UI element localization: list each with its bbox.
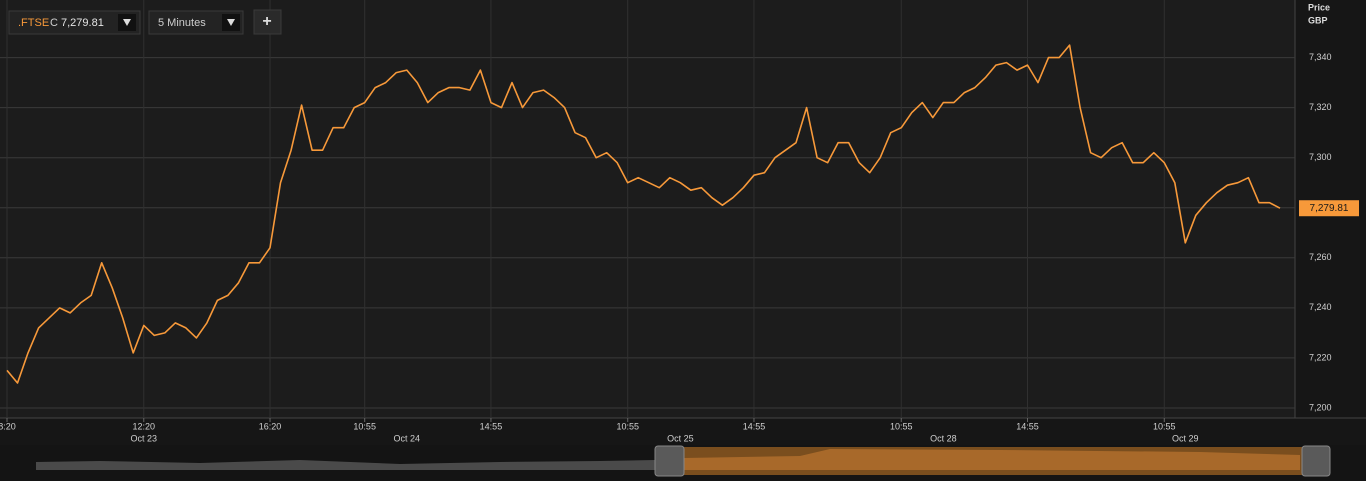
navigator-handle[interactable]	[654, 445, 685, 477]
date-label: Oct 28	[930, 433, 957, 443]
last-price-label: 7,279.81	[1310, 203, 1349, 214]
plot-background	[0, 0, 1295, 418]
time-axis-panel	[0, 418, 1366, 445]
axis-title: Price	[1308, 2, 1330, 12]
symbol-price: 7,279.81	[61, 17, 104, 29]
navigator-area	[36, 460, 655, 470]
interval: 5 Minutes	[158, 17, 206, 29]
date-label: Oct 23	[131, 433, 158, 443]
x-tick-label: 14:55	[1016, 421, 1039, 431]
axis-unit: GBP	[1308, 15, 1328, 25]
y-tick-label: 7,320	[1309, 102, 1332, 112]
navigator-handle[interactable]	[1301, 445, 1331, 477]
last-price-box	[1299, 200, 1359, 217]
x-tick-label: 10:55	[353, 421, 376, 431]
y-tick-label: 7,200	[1309, 402, 1332, 412]
marks: 7,279.81	[6, 44, 1359, 384]
x-tick-label: 14:55	[743, 421, 766, 431]
y-tick-label: 7,340	[1309, 52, 1332, 62]
date-label: Oct 29	[1172, 433, 1199, 443]
date-label: Oct 24	[394, 433, 421, 443]
navigator	[0, 445, 1366, 481]
y-tick-label: 7,240	[1309, 302, 1332, 312]
price-kind: C	[50, 17, 58, 29]
navigator-window-area	[684, 449, 1300, 470]
dropdown-arrow	[123, 19, 131, 26]
toolbar: .FTSE C 7,279.81 5 Minutes +	[8, 9, 282, 35]
date-label: Oct 25	[667, 433, 694, 443]
symbol: .FTSE	[18, 17, 49, 29]
symbol-box[interactable]	[8, 10, 141, 35]
x-tick-label: 10:55	[1153, 421, 1176, 431]
x-tick-label: 10:55	[890, 421, 913, 431]
grid	[0, 0, 1295, 418]
y-tick-label: 7,300	[1309, 152, 1332, 162]
x-tick-label: 10:55	[616, 421, 639, 431]
x-tick-label: 8:20	[0, 421, 16, 431]
y-tick-label: 7,220	[1309, 352, 1332, 362]
interval-box[interactable]	[148, 10, 244, 35]
add-button[interactable]	[253, 9, 282, 35]
dropdown-arrow	[227, 19, 235, 26]
add-icon: +	[262, 13, 271, 30]
x-tick-label: 14:55	[480, 421, 503, 431]
y-tick-label: 7,260	[1309, 252, 1332, 262]
x-tick-label: 16:20	[259, 421, 282, 431]
price-line	[6, 44, 1281, 384]
ticks: 7,2007,2207,2407,2607,2807,3007,3207,340…	[0, 52, 1332, 443]
x-tick-label: 12:20	[133, 421, 156, 431]
